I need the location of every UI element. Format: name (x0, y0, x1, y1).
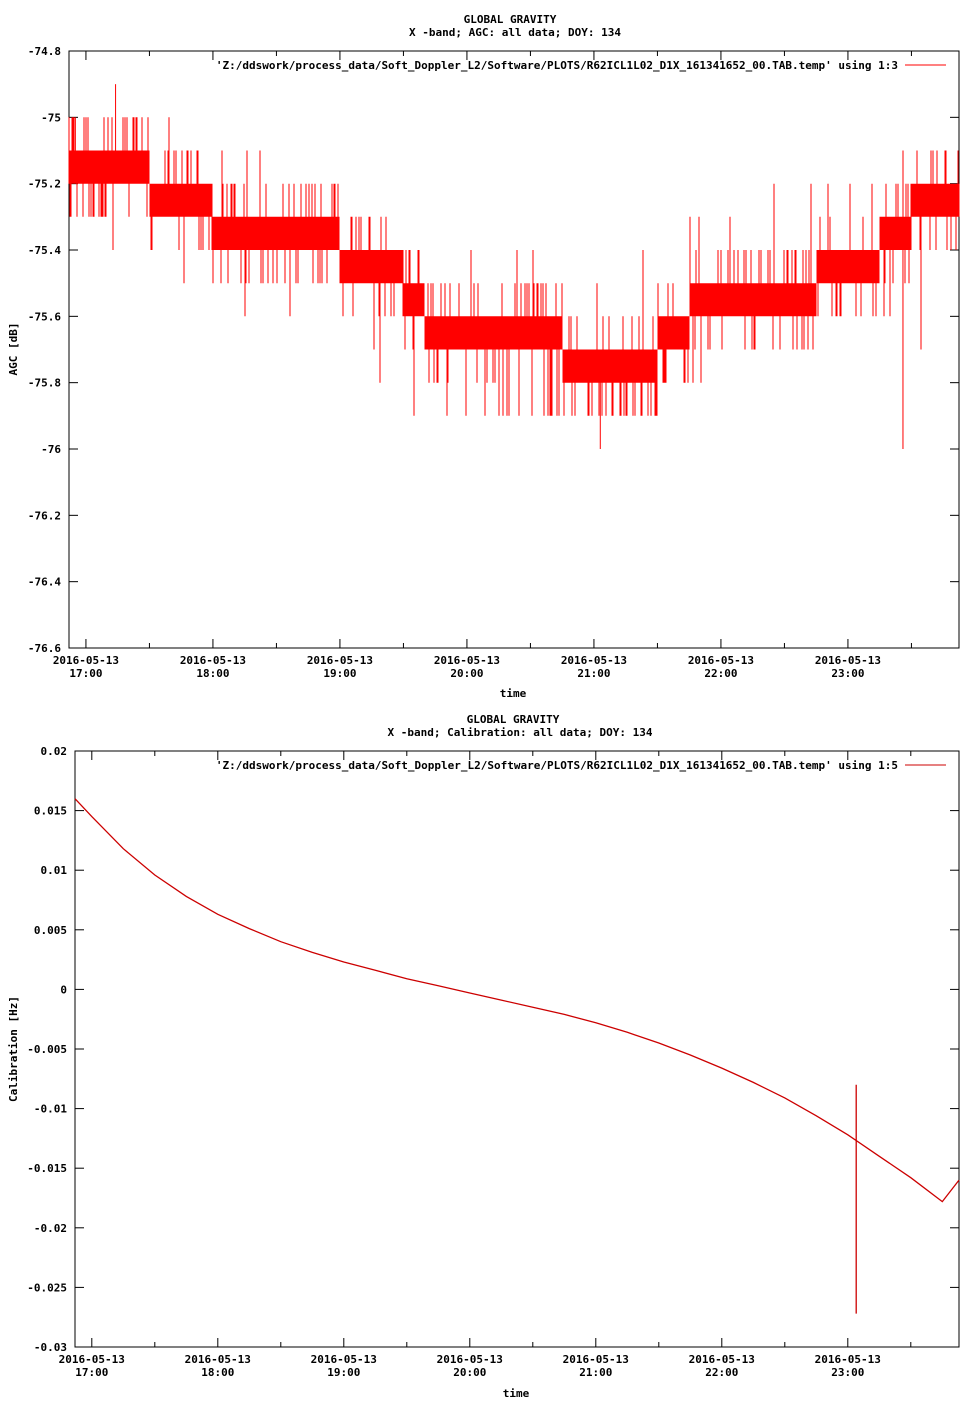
calibration-x-tick-time: 21:00 (579, 1366, 612, 1379)
agc-x-tick-date: 2016-05-13 (180, 654, 246, 667)
agc-x-tick-time: 19:00 (323, 667, 356, 680)
agc-y-tick-label: -76.6 (28, 642, 61, 655)
calibration-x-tick-time: 20:00 (453, 1366, 486, 1379)
calibration-y-tick-label: -0.015 (27, 1162, 67, 1175)
agc-y-tick-label: -75.4 (28, 244, 61, 257)
calibration-x-tick-time: 23:00 (831, 1366, 864, 1379)
calibration-y-tick-label: -0.01 (34, 1103, 67, 1116)
agc-x-tick-date: 2016-05-13 (561, 654, 627, 667)
calibration-x-tick-date: 2016-05-13 (689, 1353, 755, 1366)
agc-x-axis: 2016-05-1317:002016-05-1318:002016-05-13… (53, 51, 912, 680)
calibration-x-tick-time: 18:00 (201, 1366, 234, 1379)
agc-legend-label: 'Z:/ddswork/process_data/Soft_Doppler_L2… (216, 59, 898, 72)
agc-x-tick-time: 23:00 (831, 667, 864, 680)
agc-y-tick-label: -75.6 (28, 310, 61, 323)
agc-y-tick-label: -75.2 (28, 178, 61, 191)
calibration-x-tick-date: 2016-05-13 (311, 1353, 377, 1366)
calibration-y-tick-label: 0.005 (34, 924, 67, 937)
calibration-y-tick-label: 0 (60, 983, 67, 996)
agc-x-tick-time: 18:00 (196, 667, 229, 680)
calibration-series-line (74, 798, 960, 1203)
agc-chart-subtitle: X -band; AGC: all data; DOY: 134 (409, 26, 621, 39)
agc-x-tick-date: 2016-05-13 (815, 654, 881, 667)
calibration-y-tick-label: 0.02 (41, 745, 68, 758)
agc-x-tick-time: 22:00 (704, 667, 737, 680)
calibration-y-tick-label: -0.03 (34, 1341, 67, 1354)
calibration-x-axis: 2016-05-1317:002016-05-1318:002016-05-13… (59, 751, 912, 1379)
agc-chart-title: GLOBAL GRAVITY (464, 13, 557, 26)
agc-y-axis-label: AGC [dB] (7, 323, 20, 376)
agc-x-tick-date: 2016-05-13 (53, 654, 119, 667)
calibration-y-axis-label: Calibration [Hz] (7, 996, 20, 1102)
agc-x-axis-label: time (500, 687, 527, 700)
calibration-x-tick-date: 2016-05-13 (437, 1353, 503, 1366)
calibration-series (74, 798, 960, 1314)
agc-chart: GLOBAL GRAVITY X -band; AGC: all data; D… (7, 13, 960, 700)
agc-x-tick-date: 2016-05-13 (434, 654, 500, 667)
agc-y-tick-label: -75.8 (28, 377, 61, 390)
agc-series (68, 84, 960, 449)
agc-y-axis: -74.8 -75 -75.2 -75.4 -75.6 -75.8 -76 -76.2 -76.… (28, 45, 959, 655)
agc-x-tick-time: 20:00 (450, 667, 483, 680)
agc-y-tick-label: -76.2 (28, 509, 61, 522)
agc-x-tick-date: 2016-05-13 (688, 654, 754, 667)
calibration-y-tick-label: -0.02 (34, 1222, 67, 1235)
agc-y-tick-label: -76.4 (28, 576, 61, 589)
calibration-y-tick-label: 0.01 (41, 864, 68, 877)
agc-series-line (68, 117, 960, 416)
calibration-x-tick-date: 2016-05-13 (563, 1353, 629, 1366)
calibration-y-tick-label: -0.025 (27, 1281, 67, 1294)
calibration-y-tick-label: 0.015 (34, 805, 67, 818)
agc-x-tick-date: 2016-05-13 (307, 654, 373, 667)
calibration-chart: GLOBAL GRAVITY X -band; Calibration: all… (7, 713, 960, 1400)
calibration-y-tick-label: -0.005 (27, 1043, 67, 1056)
calibration-x-tick-time: 19:00 (327, 1366, 360, 1379)
calibration-x-tick-date: 2016-05-13 (59, 1353, 125, 1366)
agc-x-tick-time: 21:00 (577, 667, 610, 680)
calibration-x-tick-date: 2016-05-13 (815, 1353, 881, 1366)
agc-y-tick-label: -76 (41, 443, 61, 456)
calibration-x-tick-time: 22:00 (705, 1366, 738, 1379)
calibration-plot-frame (74, 750, 960, 1348)
calibration-x-axis-label: time (503, 1387, 530, 1400)
calibration-chart-subtitle: X -band; Calibration: all data; DOY: 134 (388, 726, 653, 739)
agc-y-tick-label: -75 (41, 111, 61, 124)
calibration-x-tick-time: 17:00 (75, 1366, 108, 1379)
calibration-legend-label: 'Z:/ddswork/process_data/Soft_Doppler_L2… (216, 759, 898, 772)
calibration-y-axis: 0.02 0.015 0.01 0.005 0 -0.005 -0.01 -0.015 -0.0… (27, 745, 959, 1354)
agc-y-tick-label: -74.8 (28, 45, 61, 58)
calibration-chart-title: GLOBAL GRAVITY (467, 713, 560, 726)
agc-plot-frame (68, 50, 960, 649)
agc-x-tick-time: 17:00 (69, 667, 102, 680)
calibration-x-tick-date: 2016-05-13 (185, 1353, 251, 1366)
